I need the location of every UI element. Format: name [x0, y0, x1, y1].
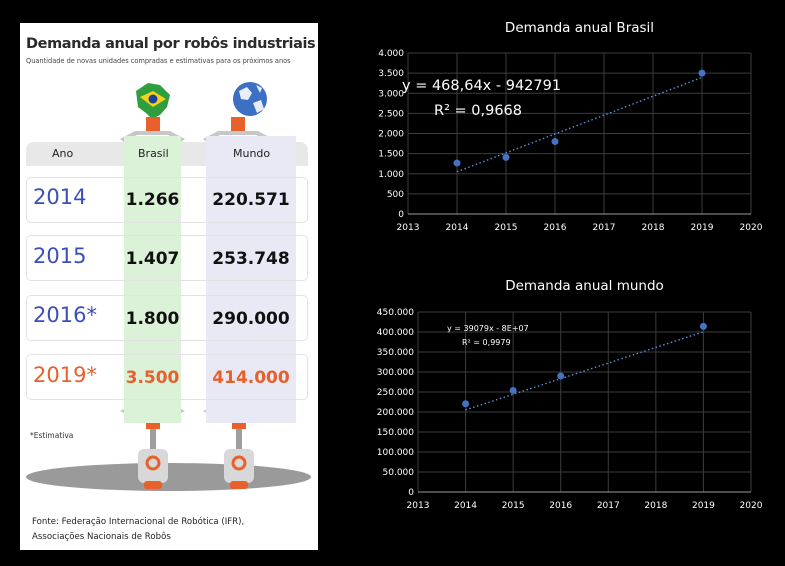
source-line-2: Associações Nacionais de Robôs [32, 532, 171, 542]
robot-platform [26, 463, 311, 491]
x-tick-label: 2018 [644, 501, 667, 511]
trendline [465, 331, 704, 411]
y-tick-label: 150.000 [377, 428, 414, 438]
x-tick-label: 2019 [692, 501, 715, 511]
y-tick-label: 250.000 [377, 388, 414, 398]
y-tick-label: 1.000 [378, 170, 404, 180]
y-tick-label: 3.500 [378, 69, 404, 79]
infographic-subtitle: Quantidade de novas unidades compradas e… [26, 57, 291, 65]
infographic-decor [120, 82, 273, 449]
y-tick-label: 500 [387, 190, 404, 200]
x-tick-label: 2016 [544, 223, 567, 233]
header-mundo: Mundo [233, 147, 271, 160]
x-tick-label: 2013 [397, 223, 420, 233]
source-line-1: Fonte: Federação Internacional de Robóti… [32, 517, 245, 527]
y-tick-label: 200.000 [377, 408, 414, 418]
data-point [453, 159, 461, 167]
x-tick-label: 2013 [407, 501, 430, 511]
trendline-equation: y = 468,64x - 942791 [402, 78, 561, 94]
y-tick-label: 0 [398, 210, 404, 220]
x-tick-label: 2018 [642, 223, 665, 233]
data-point [557, 372, 565, 380]
header-ano: Ano [52, 147, 74, 160]
mundo-value-2016: 290.000 [212, 309, 290, 329]
x-tick-label: 2015 [495, 223, 518, 233]
x-tick-label: 2014 [454, 501, 477, 511]
mundo-value-2019: 414.000 [212, 368, 290, 388]
x-tick-label: 2020 [740, 223, 763, 233]
y-tick-label: 4.000 [378, 49, 404, 59]
source-text: Fonte: Federação Internacional de Robóti… [32, 515, 244, 545]
table-row [26, 235, 308, 281]
data-point [509, 387, 517, 395]
table-row [26, 295, 308, 341]
x-tick-label: 2016 [549, 501, 572, 511]
data-point [698, 69, 706, 77]
y-tick-label: 400.000 [377, 328, 414, 338]
year-2015: 2015 [33, 244, 87, 268]
data-point [699, 322, 707, 330]
mundo-column [206, 136, 296, 423]
x-tick-label: 2017 [593, 223, 616, 233]
globe-icon [233, 82, 267, 116]
year-2019: 2019* [33, 363, 97, 387]
chart-title: Demanda anual Brasil [505, 20, 654, 36]
chart-title: Demanda anual mundo [505, 278, 664, 294]
infographic-panel: Demanda anual por robôs industriais Quan… [20, 23, 318, 550]
robot-bases [138, 449, 254, 489]
y-tick-label: 350.000 [377, 348, 414, 358]
brasil-column [124, 136, 181, 423]
x-tick-label: 2017 [597, 501, 620, 511]
x-tick-label: 2014 [446, 223, 469, 233]
y-tick-label: 1.500 [378, 150, 404, 160]
trendline-equation: y = 39079x - 8E+07 [447, 324, 529, 333]
footnote: *Estimativa [30, 431, 74, 440]
y-tick-label: 300.000 [377, 368, 414, 378]
data-point [551, 138, 559, 146]
y-tick-label: 0 [408, 488, 414, 498]
y-tick-label: 100.000 [377, 448, 414, 458]
brasil-value-2015: 1.407 [125, 249, 180, 269]
header-brasil: Brasil [138, 147, 169, 160]
table-row [26, 354, 308, 400]
data-point [502, 153, 510, 161]
infographic-title: Demanda anual por robôs industriais [26, 36, 316, 52]
data-point [462, 400, 470, 408]
mundo-value-2014: 220.571 [212, 190, 290, 210]
y-tick-label: 50.000 [383, 468, 415, 478]
y-tick-label: 2.500 [378, 109, 404, 119]
trendline-r2: R² = 0,9979 [462, 338, 511, 347]
y-tick-label: 2.000 [378, 130, 404, 140]
y-tick-label: 450.000 [377, 308, 414, 318]
x-tick-label: 2020 [740, 501, 763, 511]
x-tick-label: 2015 [502, 501, 525, 511]
x-tick-label: 2019 [691, 223, 714, 233]
year-2014: 2014 [33, 185, 87, 209]
brasil-value-2016: 1.800 [125, 309, 180, 329]
brazil-map-icon [136, 83, 170, 119]
year-2016: 2016* [33, 303, 97, 327]
trendline-r2: R² = 0,9668 [434, 103, 522, 119]
brasil-value-2014: 1.266 [125, 190, 180, 210]
brasil-value-2019: 3.500 [125, 368, 180, 388]
robot-arm-icon [138, 449, 168, 489]
mundo-value-2015: 253.748 [212, 249, 290, 269]
y-tick-label: 3.000 [378, 89, 404, 99]
table-row [26, 177, 308, 223]
robot-arm-icon [224, 449, 254, 489]
robot-arm-icon [120, 117, 273, 142]
